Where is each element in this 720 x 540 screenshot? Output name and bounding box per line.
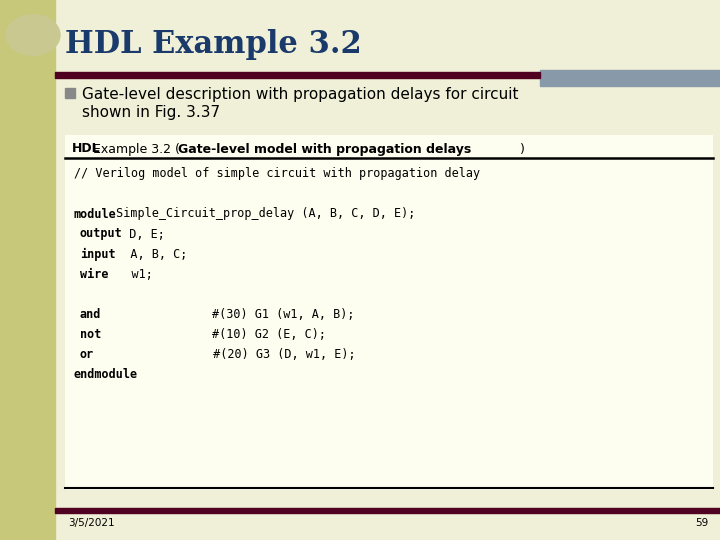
Circle shape bbox=[6, 15, 60, 55]
Text: not: not bbox=[80, 327, 102, 341]
Circle shape bbox=[27, 31, 38, 39]
Text: D, E;: D, E; bbox=[115, 227, 165, 240]
Text: and: and bbox=[80, 307, 102, 321]
Text: A, B, C;: A, B, C; bbox=[109, 247, 188, 260]
Text: wire: wire bbox=[80, 267, 109, 280]
Text: // Verilog model of simple circuit with propagation delay: // Verilog model of simple circuit with … bbox=[74, 167, 480, 180]
Circle shape bbox=[11, 18, 55, 52]
Text: Simple_Circuit_prop_delay (A, B, C, D, E);: Simple_Circuit_prop_delay (A, B, C, D, E… bbox=[109, 207, 415, 220]
Text: endmodule: endmodule bbox=[74, 368, 138, 381]
Circle shape bbox=[24, 28, 42, 42]
Text: Example 3.2 (: Example 3.2 ( bbox=[93, 143, 180, 156]
Text: 3/5/2021: 3/5/2021 bbox=[68, 518, 114, 528]
Text: module: module bbox=[74, 207, 117, 220]
Text: ): ) bbox=[520, 143, 525, 156]
Circle shape bbox=[17, 23, 49, 47]
Bar bbox=[65, 135, 713, 490]
Bar bbox=[55, 72, 540, 78]
Text: 59: 59 bbox=[695, 518, 708, 528]
Text: Gate-level model with propagation delays: Gate-level model with propagation delays bbox=[178, 143, 472, 156]
Bar bbox=[55, 508, 720, 513]
Text: HDL: HDL bbox=[72, 143, 101, 156]
Text: or: or bbox=[80, 348, 94, 361]
Text: input: input bbox=[80, 247, 115, 260]
Text: output: output bbox=[80, 227, 122, 240]
Text: Gate-level description with propagation delays for circuit: Gate-level description with propagation … bbox=[82, 86, 518, 102]
Text: HDL Example 3.2: HDL Example 3.2 bbox=[65, 29, 361, 59]
Text: #(30) G1 (w1, A, B);: #(30) G1 (w1, A, B); bbox=[98, 307, 354, 321]
Text: #(20) G3 (D, w1, E);: #(20) G3 (D, w1, E); bbox=[91, 348, 356, 361]
Bar bbox=[540, 70, 720, 86]
Text: w1;: w1; bbox=[104, 267, 153, 280]
Bar bbox=[0, 0, 55, 540]
Bar bbox=[65, 88, 75, 98]
Text: shown in Fig. 3.37: shown in Fig. 3.37 bbox=[82, 105, 220, 119]
Text: #(10) G2 (E, C);: #(10) G2 (E, C); bbox=[98, 327, 325, 341]
